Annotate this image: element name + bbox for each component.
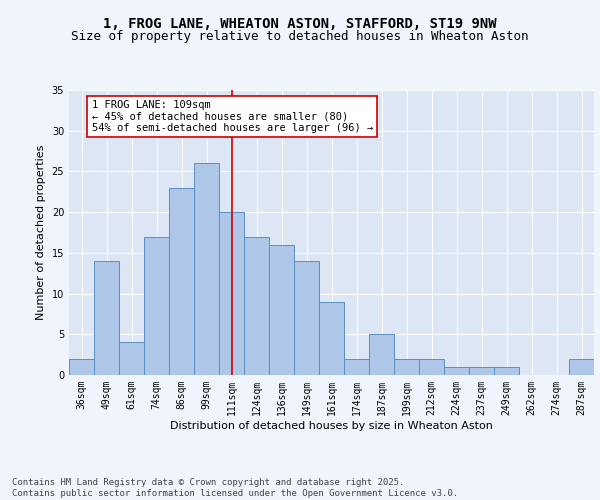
Bar (444, 367, 469, 375)
Bar (269, 244, 294, 375)
Bar (394, 358, 419, 375)
Bar (344, 358, 369, 375)
Bar (294, 261, 319, 375)
Text: 1, FROG LANE, WHEATON ASTON, STAFFORD, ST19 9NW: 1, FROG LANE, WHEATON ASTON, STAFFORD, S… (103, 18, 497, 32)
Bar (419, 358, 444, 375)
Y-axis label: Number of detached properties: Number of detached properties (36, 145, 46, 320)
Bar (469, 367, 494, 375)
Bar (69, 358, 94, 375)
Bar (194, 164, 219, 375)
Bar (219, 212, 244, 375)
Bar (369, 334, 394, 375)
Bar (94, 261, 119, 375)
Bar (144, 236, 169, 375)
Bar (494, 367, 519, 375)
Bar (169, 188, 194, 375)
Bar (319, 302, 344, 375)
Text: Size of property relative to detached houses in Wheaton Aston: Size of property relative to detached ho… (71, 30, 529, 43)
X-axis label: Distribution of detached houses by size in Wheaton Aston: Distribution of detached houses by size … (170, 420, 493, 430)
Bar (569, 358, 594, 375)
Text: Contains HM Land Registry data © Crown copyright and database right 2025.
Contai: Contains HM Land Registry data © Crown c… (12, 478, 458, 498)
Text: 1 FROG LANE: 109sqm
← 45% of detached houses are smaller (80)
54% of semi-detach: 1 FROG LANE: 109sqm ← 45% of detached ho… (91, 100, 373, 133)
Bar (244, 236, 269, 375)
Bar (119, 342, 144, 375)
